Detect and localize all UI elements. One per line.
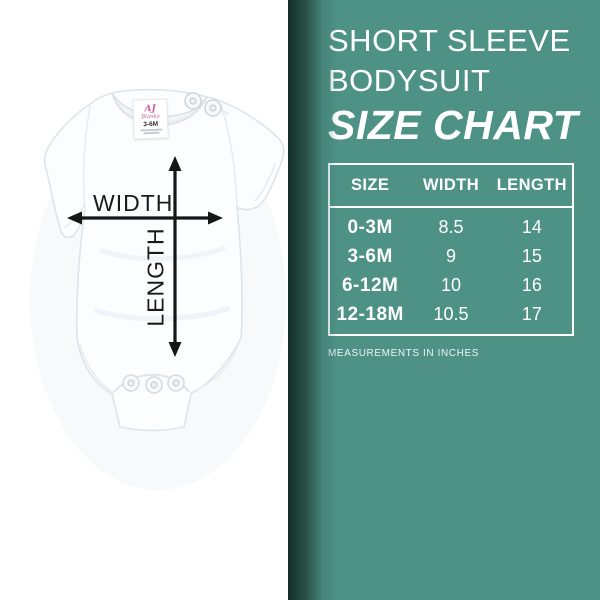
length-cell: 15 (521, 246, 542, 266)
size-table-row: 3-6M 9 15 (329, 242, 573, 271)
left-leg-trim (79, 344, 115, 394)
tag-brand-subtext: Blanks (140, 113, 160, 120)
header-length: LENGTH (496, 176, 567, 194)
length-cell: 16 (521, 275, 542, 295)
width-cell: 10 (440, 275, 461, 295)
crotch-snap-icon (167, 374, 185, 392)
tag-fineprint-bar (139, 128, 162, 131)
width-arrow-icon (67, 211, 223, 225)
size-cell: 3-6M (347, 245, 393, 267)
product-photo-panel: AJ Blanks 3-6M WIDTH LENGTH (0, 0, 288, 600)
shoulder-snap-icon (204, 99, 222, 117)
tag-fineprint-bar (142, 131, 160, 134)
header-width: WIDTH (422, 176, 480, 194)
length-cell: 17 (521, 304, 542, 324)
size-table-row: 12-18M 10.5 17 (329, 300, 573, 335)
left-sleeve-seam (82, 105, 91, 210)
fabric-fold (94, 305, 231, 322)
length-cell: 14 (521, 217, 542, 237)
shoulder-snap-icon (184, 92, 202, 110)
title-size-chart: SIZE CHART (328, 102, 579, 148)
size-chart-panel: SHORT SLEEVE BODYSUIT SIZE CHART SIZE WI… (288, 0, 600, 600)
measurements-footnote: MEASUREMENTS IN INCHES (328, 348, 479, 359)
title-line-1: SHORT SLEEVE (328, 23, 571, 58)
title-line-2: BODYSUIT (328, 63, 491, 98)
length-arrow-icon (168, 156, 182, 357)
right-leg-trim (189, 344, 239, 394)
right-cuff-stitch (254, 163, 276, 202)
width-cell: 8.5 (438, 217, 464, 237)
neck-tag: AJ Blanks 3-6M (132, 98, 169, 140)
size-table-row: 0-3M 8.5 14 (329, 207, 573, 242)
fabric-fold (99, 245, 226, 262)
size-cell: 6-12M (341, 274, 399, 296)
crotch-snap-icon (122, 374, 140, 392)
header-size: SIZE (351, 176, 390, 194)
width-measure-label: WIDTH (93, 190, 174, 216)
size-table: SIZE WIDTH LENGTH 0-3M 8.5 14 3-6M 9 15 … (328, 163, 574, 336)
length-measure-label: LENGTH (142, 227, 169, 327)
size-cell: 0-3M (347, 216, 393, 238)
size-table-row: 6-12M 10 16 (329, 271, 573, 300)
right-sleeve-seam (220, 103, 238, 208)
tag-brand-text: AJ (144, 103, 156, 114)
size-table-header-row: SIZE WIDTH LENGTH (329, 164, 573, 207)
width-cell: 9 (445, 246, 456, 266)
width-cell: 10.5 (433, 304, 469, 324)
crotch-snap-icon (145, 376, 163, 394)
size-cell: 12-18M (336, 303, 404, 325)
tag-size-text: 3-6M (143, 120, 159, 128)
